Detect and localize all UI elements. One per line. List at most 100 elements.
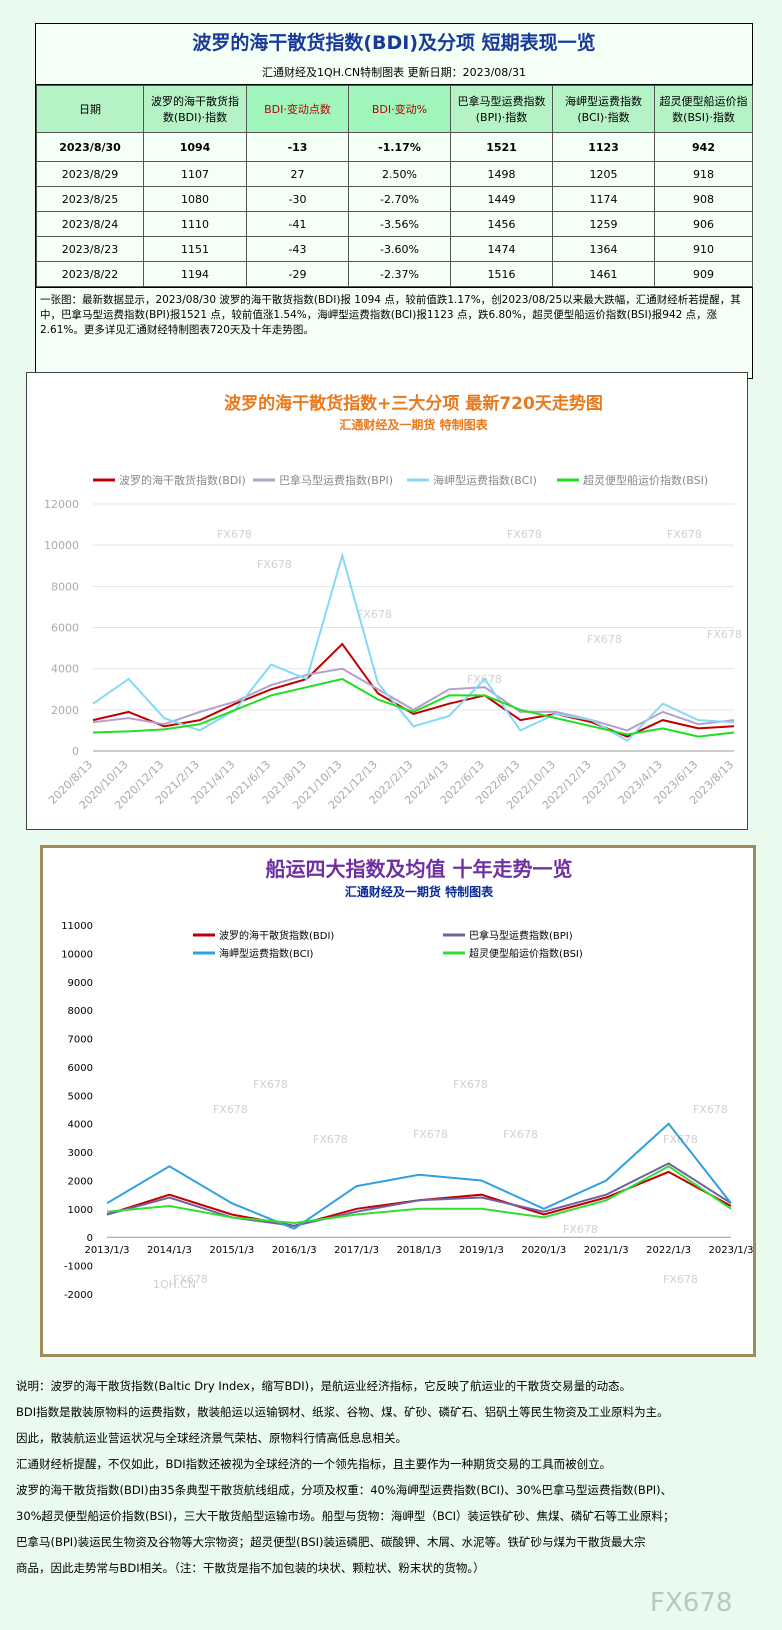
y-tick-label: 4000 xyxy=(68,1120,93,1131)
y-tick-label: 0 xyxy=(87,1233,93,1244)
table-cell: 2023/8/22 xyxy=(36,261,144,287)
y-tick-label: 1000 xyxy=(68,1205,93,1216)
column-header: BDI·变动点数 xyxy=(246,85,349,133)
watermark: FX678 xyxy=(693,1103,728,1116)
series-line xyxy=(106,1165,732,1225)
table-row: 2023/8/22 1194 -29 -2.37% 1516 1461 909 xyxy=(36,261,753,287)
table-cell: 1521 xyxy=(450,132,553,162)
watermark: FX678 xyxy=(173,1273,208,1286)
table-cell: 1449 xyxy=(450,186,553,212)
table-cell: -2.37% xyxy=(348,261,451,287)
y-tick-label: 4000 xyxy=(51,663,79,676)
legend-label: 巴拿马型运费指数(BPI) xyxy=(279,473,393,487)
x-tick-label: 2023/1/3 xyxy=(709,1245,754,1256)
y-tick-label: 8000 xyxy=(51,580,79,593)
table-row: 2023/8/30 1094 -13 -1.17% 1521 1123 942 xyxy=(36,132,753,162)
table-cell: 2023/8/23 xyxy=(36,236,144,262)
x-tick-label: 2019/1/3 xyxy=(459,1245,504,1256)
table-cell: -30 xyxy=(246,186,349,212)
watermark: FX678 xyxy=(650,1588,733,1618)
y-tick-label: 3000 xyxy=(68,1148,93,1159)
legend-label: 超灵便型船运价指数(BSI) xyxy=(469,947,583,960)
watermark: FX678 xyxy=(313,1133,348,1146)
series-line xyxy=(92,667,735,732)
note-line: 商品，因此走势常与BDI相关。（注：干散货是指不加包装的块状、颗粒状、粉末状的货… xyxy=(16,1561,485,1575)
table-cell: 2023/8/29 xyxy=(36,161,144,187)
y-tick-label: 10000 xyxy=(61,949,93,960)
y-tick-label: 0 xyxy=(72,745,79,758)
watermark: FX678 xyxy=(217,528,252,541)
series-line xyxy=(92,551,735,742)
y-tick-label: 7000 xyxy=(68,1035,93,1046)
table-cell: 1259 xyxy=(552,211,655,237)
series-line xyxy=(92,677,735,738)
y-tick-label: 8000 xyxy=(68,1006,93,1017)
note-line: 说明：波罗的海干散货指数(Baltic Dry Index，缩写BDI)，是航运… xyxy=(16,1379,632,1393)
note-line: BDI指数是散装原物料的运费指数，散装船运以运输钢材、纸浆、谷物、煤、矿砂、磷矿… xyxy=(16,1405,669,1419)
note-line: 巴拿马(BPI)装运民生物资及谷物等大宗物资；超灵便型(BSI)装运磷肥、碳酸钾… xyxy=(16,1535,646,1549)
table-cell: 2.50% xyxy=(348,161,451,187)
watermark: FX678 xyxy=(563,1223,598,1236)
watermark: FX678 xyxy=(453,1078,488,1091)
series-line xyxy=(92,642,735,738)
table-cell: -3.60% xyxy=(348,236,451,262)
legend-label: 波罗的海干散货指数(BDI) xyxy=(119,473,246,487)
table-row: 2023/8/23 1151 -43 -3.60% 1474 1364 910 xyxy=(36,236,753,262)
table-cell: 908 xyxy=(654,186,753,212)
legend-label: 巴拿马型运费指数(BPI) xyxy=(469,929,573,942)
y-tick-label: 6000 xyxy=(51,622,79,635)
y-tick-label: 2000 xyxy=(51,704,79,717)
legend-label: 波罗的海干散货指数(BDI) xyxy=(219,929,334,942)
table-cell: 910 xyxy=(654,236,753,262)
x-tick-label: 2021/1/3 xyxy=(584,1245,629,1256)
legend-label: 海岬型运费指数(BCI) xyxy=(219,947,314,960)
table-cell: -41 xyxy=(246,211,349,237)
table-cell: -43 xyxy=(246,236,349,262)
notes: 说明：波罗的海干散货指数(Baltic Dry Index，缩写BDI)，是航运… xyxy=(16,1373,675,1581)
y-tick-label: 5000 xyxy=(68,1091,93,1102)
legend-label: 超灵便型船运价指数(BSI) xyxy=(583,473,708,487)
table-cell: 1364 xyxy=(552,236,655,262)
y-tick-label: -2000 xyxy=(64,1290,93,1301)
note-line: 波罗的海干散货指数(BDI)由35条典型干散货航线组成，分项及权重：40%海岬型… xyxy=(16,1483,673,1497)
watermark: 1QH.CN xyxy=(153,1278,196,1291)
x-tick-label: 2020/1/3 xyxy=(521,1245,566,1256)
table-cell: 1516 xyxy=(450,261,553,287)
table-cell: 1205 xyxy=(552,161,655,187)
table-cell: 1498 xyxy=(450,161,553,187)
table-cell: 918 xyxy=(654,161,753,187)
watermark: FX678 xyxy=(707,628,742,641)
chart-subtitle: 汇通财经及一期货 特制图表 xyxy=(339,417,488,432)
table: 日期 波罗的海干散货指数(BDI)·指数 BDI·变动点数 BDI·变动% 巴拿马型运费… xyxy=(36,85,753,287)
watermark: FX678 xyxy=(257,558,292,571)
y-tick-label: -1000 xyxy=(64,1262,93,1273)
y-tick-label: 6000 xyxy=(68,1063,93,1074)
table-cell: -2.70% xyxy=(348,186,451,212)
table-row: 2023/8/24 1110 -41 -3.56% 1456 1259 906 xyxy=(36,211,753,237)
y-tick-label: 9000 xyxy=(68,978,93,989)
series-line xyxy=(106,1162,732,1227)
watermark: FX678 xyxy=(587,633,622,646)
x-tick-label: 2013/1/3 xyxy=(85,1245,130,1256)
x-tick-label: 2018/1/3 xyxy=(397,1245,442,1256)
y-tick-label: 2000 xyxy=(68,1176,93,1187)
y-tick-label: 10000 xyxy=(44,539,79,552)
table-cell: -1.17% xyxy=(348,132,451,162)
table-cell: 1123 xyxy=(552,132,655,162)
legend-label: 海岬型运费指数(BCI) xyxy=(433,473,537,487)
table-cell: 1456 xyxy=(450,211,553,237)
table-cell: 27 xyxy=(246,161,349,187)
watermark: FX678 xyxy=(663,1273,698,1286)
watermark: FX678 xyxy=(213,1103,248,1116)
column-header: 巴拿马型运费指数(BPI)·指数 xyxy=(450,85,553,133)
table-cell: 942 xyxy=(654,132,753,162)
x-tick-label: 2014/1/3 xyxy=(147,1245,192,1256)
column-header: BDI·变动% xyxy=(348,85,451,133)
table-cell: -13 xyxy=(246,132,349,162)
table-cell: 1107 xyxy=(143,161,247,187)
column-header: 超灵便型船运价指数(BSI)·指数 xyxy=(654,85,753,133)
table-cell: 1151 xyxy=(143,236,247,262)
